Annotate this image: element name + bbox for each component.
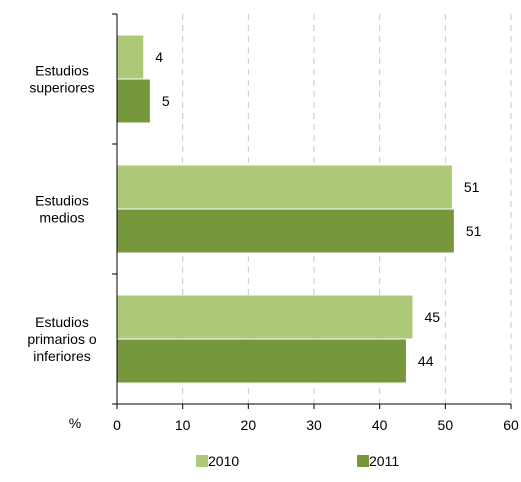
category-label-0-1: superiores <box>29 80 94 96</box>
category-label-2-0: Estudios <box>35 314 89 330</box>
category-label-1-0: Estudios <box>35 193 89 209</box>
data-label-2011-0: 5 <box>162 93 170 109</box>
legend-swatch-2010 <box>196 455 208 467</box>
data-label-2010-0: 4 <box>155 49 163 65</box>
category-label-2-1: primarios o <box>27 331 96 347</box>
bar-2010-0 <box>117 35 144 79</box>
category-label-2-2: inferiores <box>33 348 91 364</box>
x-tick-label-50: 50 <box>438 417 454 433</box>
bar-2011-0 <box>117 79 150 123</box>
bar-2010-1 <box>117 165 452 209</box>
x-tick-label-30: 30 <box>306 417 322 433</box>
data-label-2010-2: 45 <box>425 309 441 325</box>
x-tick-label-10: 10 <box>175 417 191 433</box>
data-label-2010-1: 51 <box>464 179 480 195</box>
legend-label-2010: 2010 <box>208 453 239 469</box>
x-tick-label-40: 40 <box>372 417 388 433</box>
x-axis-label: % <box>69 415 81 431</box>
data-label-2011-2: 44 <box>418 353 434 369</box>
data-label-2011-1: 51 <box>466 223 482 239</box>
category-label-1-1: medios <box>39 210 84 226</box>
x-tick-label-0: 0 <box>113 417 121 433</box>
legend-swatch-2011 <box>357 455 369 467</box>
x-tick-label-20: 20 <box>241 417 257 433</box>
legend-label-2011: 2011 <box>369 453 399 469</box>
category-label-0-0: Estudios <box>35 63 89 79</box>
bar-2011-2 <box>117 339 406 383</box>
bar-2011-1 <box>117 209 454 253</box>
bar-2010-2 <box>117 295 413 339</box>
x-tick-label-60: 60 <box>503 417 519 433</box>
